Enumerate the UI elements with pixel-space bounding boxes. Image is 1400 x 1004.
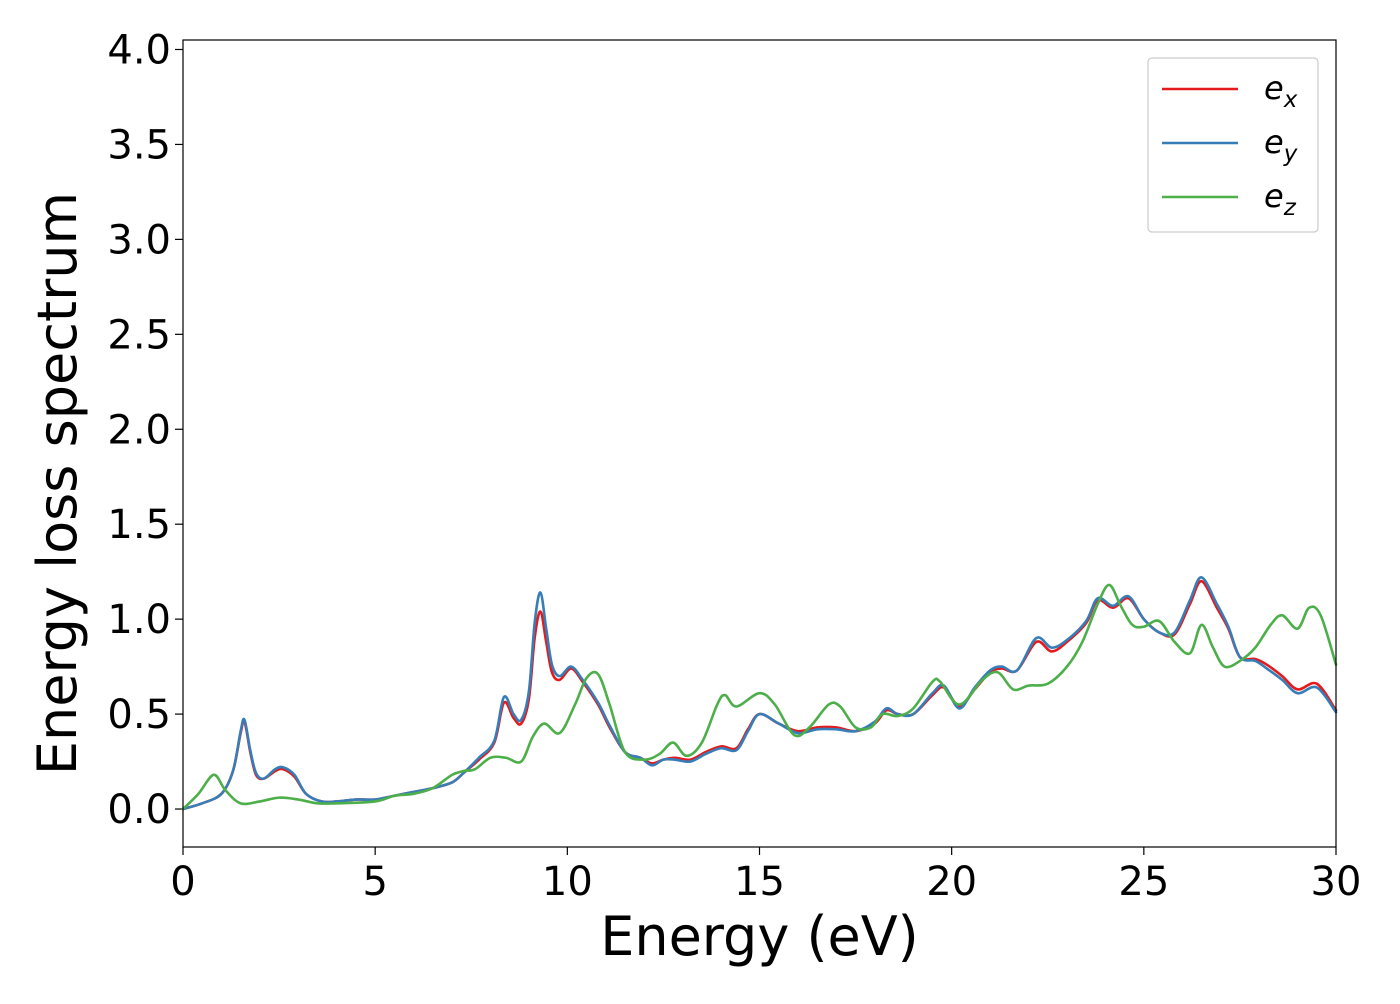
series-line-e-y xyxy=(181,576,1338,811)
legend-label-e-x: ex xyxy=(1264,69,1298,113)
x-tick-label: 15 xyxy=(734,859,785,905)
y-tick-label: 1.5 xyxy=(107,502,171,548)
y-tick-label: 2.0 xyxy=(107,407,171,453)
legend-label-e-y: ey xyxy=(1264,123,1298,167)
x-tick-label: 20 xyxy=(926,859,977,905)
x-tick-label: 25 xyxy=(1118,859,1169,905)
x-axis-title: Energy (eV) xyxy=(600,905,919,968)
legend-label-base: e xyxy=(1264,69,1284,107)
y-axis-ticks: 0.0 0.5 1.0 1.5 2.0 2.5 3.0 3.5 4.0 xyxy=(107,27,183,833)
x-tick-label: 0 xyxy=(170,859,195,905)
series-line-e-z xyxy=(181,583,1338,811)
legend-box xyxy=(1147,57,1319,233)
y-axis-title: Energy loss spectrum xyxy=(26,192,89,775)
legend-label-subscript: y xyxy=(1283,141,1298,167)
legend-label-e-z: ez xyxy=(1264,177,1297,221)
legend-label-subscript: z xyxy=(1283,195,1297,221)
series-layer xyxy=(181,576,1338,811)
y-tick-label: 3.5 xyxy=(107,122,171,168)
legend-label-subscript: x xyxy=(1283,87,1298,113)
series-line-e-x xyxy=(181,579,1338,811)
legend-label-base: e xyxy=(1264,177,1284,215)
legend-label-base: e xyxy=(1264,123,1284,161)
plot-frame xyxy=(182,39,1337,848)
y-tick-label: 2.5 xyxy=(107,312,171,358)
y-tick-label: 4.0 xyxy=(107,27,171,73)
x-tick-label: 5 xyxy=(362,859,387,905)
x-tick-label: 30 xyxy=(1311,859,1362,905)
y-tick-label: 3.0 xyxy=(107,217,171,263)
y-tick-label: 1.0 xyxy=(107,597,171,643)
x-tick-label: 10 xyxy=(542,859,593,905)
y-tick-label: 0.5 xyxy=(107,692,171,738)
x-axis-ticks: 0 5 10 15 20 25 30 xyxy=(170,847,1361,905)
y-tick-label: 0.0 xyxy=(107,787,171,833)
